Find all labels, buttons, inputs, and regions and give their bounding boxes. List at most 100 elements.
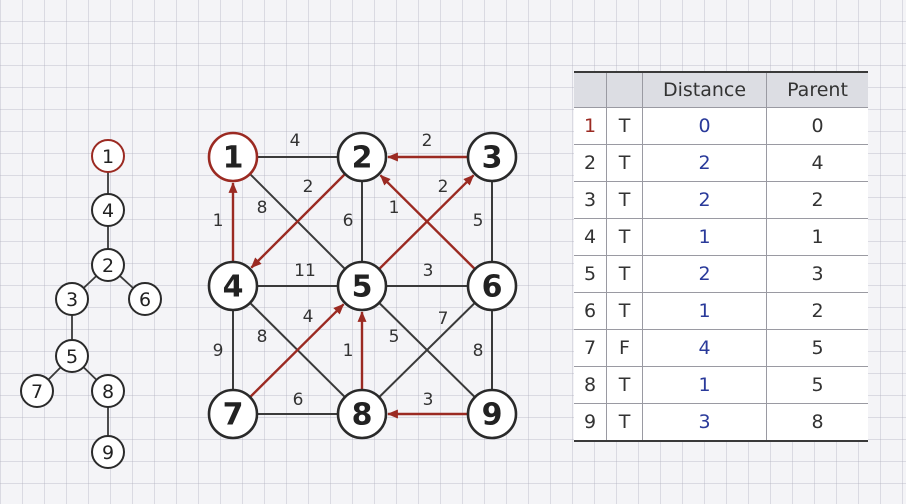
row-index: 6 xyxy=(574,292,607,330)
row-distance: 0 xyxy=(642,107,767,145)
tree-node: 7 xyxy=(20,374,54,408)
shortest-path-arrow xyxy=(250,173,346,269)
row-parent: 0 xyxy=(766,107,868,145)
row-index: 9 xyxy=(574,403,607,441)
row-distance: 1 xyxy=(642,366,767,404)
graph-node-label: 4 xyxy=(223,270,244,305)
header-flag xyxy=(606,72,643,108)
tree-node-label: 3 xyxy=(66,289,78,311)
graph-node-circle xyxy=(207,388,259,440)
row-distance: 2 xyxy=(642,181,767,219)
edge-weight-label: 7 xyxy=(438,309,449,329)
edge-weight-label: 2 xyxy=(303,177,314,197)
row-parent: 5 xyxy=(766,329,868,367)
row-distance: 2 xyxy=(642,255,767,293)
row-distance: 4 xyxy=(642,329,767,367)
row-index: 3 xyxy=(574,181,607,219)
shortest-path-arrow xyxy=(249,303,345,398)
tree-node: 6 xyxy=(128,282,162,316)
tree-node-circle xyxy=(91,248,125,282)
edge-weight-label: 2 xyxy=(438,177,449,197)
row-flag: T xyxy=(606,292,643,330)
tree-node-circle xyxy=(91,374,125,408)
graph-node-label: 5 xyxy=(352,270,373,305)
row-parent: 5 xyxy=(766,366,868,404)
graph-node-label: 3 xyxy=(482,141,503,176)
row-parent: 2 xyxy=(766,292,868,330)
row-parent: 3 xyxy=(766,255,868,293)
tree-node-circle xyxy=(55,339,89,373)
edge-weight-label: 5 xyxy=(389,327,400,347)
graph-nodes: 1 2 3 4 5 6 7 8 9 xyxy=(207,131,518,440)
row-index: 2 xyxy=(574,144,607,182)
graph-node-label: 2 xyxy=(352,141,373,176)
tree-node-label: 4 xyxy=(102,200,114,222)
row-parent: 8 xyxy=(766,403,868,441)
edge-weight-label: 2 xyxy=(422,131,433,151)
graph-node-label: 6 xyxy=(482,270,503,305)
tree-node: 9 xyxy=(91,435,125,469)
row-flag: T xyxy=(606,107,643,145)
header-distance: Distance xyxy=(642,72,767,108)
tree-node-circle xyxy=(55,282,89,316)
edge-weight-label: 4 xyxy=(290,131,301,151)
tree-node-circle xyxy=(128,282,162,316)
header-index xyxy=(574,72,607,108)
edge-weight-label: 9 xyxy=(213,341,224,361)
tree-node-label: 8 xyxy=(102,381,114,403)
graph-node-circle xyxy=(207,131,259,183)
row-parent: 4 xyxy=(766,144,868,182)
edge-weight-label: 8 xyxy=(473,341,484,361)
row-distance: 3 xyxy=(642,403,767,441)
graph-node: 1 xyxy=(207,131,259,183)
graph-node-circle xyxy=(207,260,259,312)
graph-node-circle xyxy=(466,388,518,440)
graph-node: 8 xyxy=(336,388,388,440)
graph-node: 7 xyxy=(207,388,259,440)
tree-node: 2 xyxy=(91,248,125,282)
tree-node-label: 6 xyxy=(139,289,151,311)
row-index: 1 xyxy=(574,107,607,145)
row-flag: T xyxy=(606,218,643,256)
graph-node: 4 xyxy=(207,260,259,312)
row-flag: T xyxy=(606,255,643,293)
row-parent: 2 xyxy=(766,181,868,219)
graph-node: 5 xyxy=(336,260,388,312)
graph-node-circle xyxy=(466,131,518,183)
tree-node-label: 7 xyxy=(31,381,43,403)
tree-node: 5 xyxy=(55,339,89,373)
row-distance: 1 xyxy=(642,218,767,256)
row-flag: T xyxy=(606,366,643,404)
graph-node-label: 8 xyxy=(352,398,373,433)
graph-node-label: 1 xyxy=(223,141,244,176)
edge-weight-label: 5 xyxy=(473,211,484,231)
edge-weight-label: 1 xyxy=(213,211,224,231)
row-index: 7 xyxy=(574,329,607,367)
graph-edge xyxy=(361,285,493,415)
edge-weight-label: 6 xyxy=(293,390,304,410)
edge-weight-label: 3 xyxy=(423,390,434,410)
row-flag: T xyxy=(606,403,643,441)
tree-node-label: 2 xyxy=(102,255,114,277)
graph-node: 9 xyxy=(466,388,518,440)
graph-node-label: 7 xyxy=(223,398,244,433)
row-flag: T xyxy=(606,144,643,182)
row-distance: 2 xyxy=(642,144,767,182)
tree-node-circle xyxy=(91,435,125,469)
tree-node-circle xyxy=(20,374,54,408)
shortest-path-tree: 1 4 2 3 6 5 7 8 9 xyxy=(20,139,162,469)
graph-node-circle xyxy=(336,388,388,440)
edge-weight-label: 8 xyxy=(257,327,268,347)
tree-node: 4 xyxy=(91,193,125,227)
graph-node-circle xyxy=(336,131,388,183)
tree-node-circle xyxy=(91,139,125,173)
row-distance: 1 xyxy=(642,292,767,330)
tree-node-circle xyxy=(91,193,125,227)
